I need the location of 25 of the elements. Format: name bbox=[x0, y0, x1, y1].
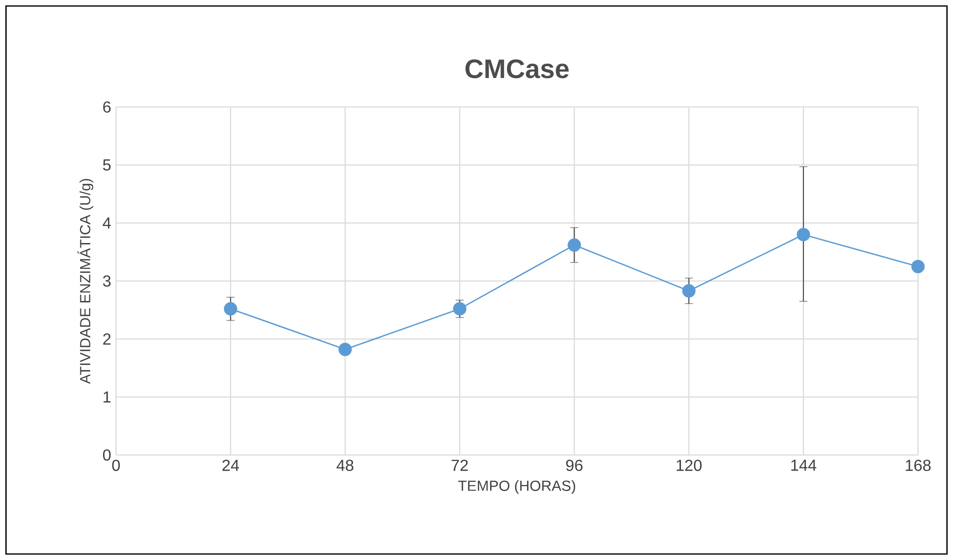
point bbox=[911, 260, 925, 274]
point bbox=[224, 302, 238, 316]
point bbox=[568, 238, 581, 252]
x-tick-label: 144 bbox=[791, 460, 816, 471]
x-tick-label: 48 bbox=[336, 460, 354, 472]
y-tick-label: 4 bbox=[102, 217, 111, 228]
chart-title: CMCase bbox=[465, 59, 569, 78]
point bbox=[796, 228, 810, 242]
y-axis-title: ATIVIDADE ENZIMÁTICA (U/g) bbox=[77, 178, 94, 384]
x-tick-label: 72 bbox=[452, 460, 468, 471]
y-tick-label: 5 bbox=[103, 159, 111, 171]
point bbox=[453, 302, 466, 316]
x-tick-label: 96 bbox=[566, 460, 582, 472]
y-tick-label: 6 bbox=[103, 101, 111, 113]
y-tick-label: 1 bbox=[104, 391, 111, 402]
x-tick-label: 24 bbox=[222, 460, 240, 471]
y-tick-label: 0 bbox=[103, 449, 111, 461]
point bbox=[682, 284, 696, 298]
y-tick-label: 3 bbox=[103, 275, 111, 287]
point bbox=[338, 342, 352, 356]
x-axis-title: TEMPO (HORAS) bbox=[458, 480, 576, 494]
y-tick-label: 2 bbox=[103, 333, 110, 345]
x-tick-label: 0 bbox=[112, 460, 120, 472]
x-tick-label: 168 bbox=[906, 460, 931, 472]
x-tick-label: 120 bbox=[676, 460, 702, 472]
